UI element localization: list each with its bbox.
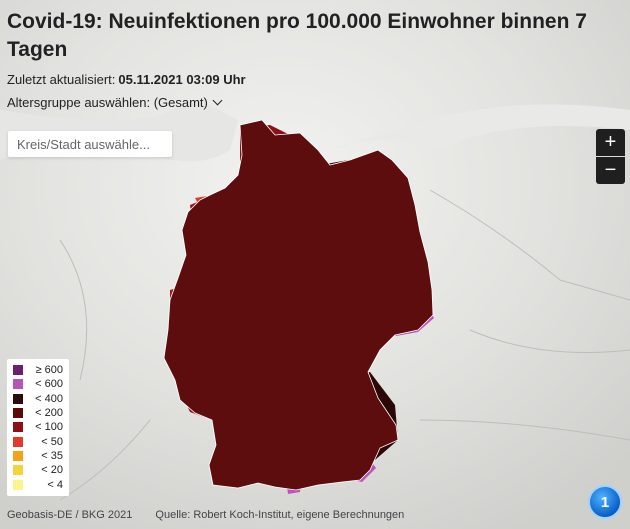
border-line xyxy=(429,189,630,301)
logo-text: 1 xyxy=(600,493,610,511)
legend-item: < 35 xyxy=(13,449,63,463)
legend-swatch xyxy=(13,422,23,433)
legend-label: < 4 xyxy=(47,478,63,491)
legend-label: < 600 xyxy=(35,378,63,391)
legend-swatch xyxy=(13,450,23,461)
updated-value: 05.11.2021 03:09 Uhr xyxy=(118,72,246,87)
legend-item: < 100 xyxy=(13,420,63,434)
tagesschau-logo-icon[interactable]: 1 xyxy=(588,485,622,519)
legend-swatch xyxy=(13,393,23,404)
border-line xyxy=(469,329,630,353)
age-group-select[interactable]: Altersgruppe auswählen: (Gesamt) xyxy=(7,95,223,110)
legend-item: < 600 xyxy=(13,377,63,391)
germany-map xyxy=(163,119,434,494)
legend-label: < 100 xyxy=(35,421,63,434)
page-title: Covid-19: Neuinfektionen pro 100.000 Ein… xyxy=(7,10,587,61)
geo-source: Geobasis-DE / BKG 2021 xyxy=(7,509,133,521)
legend-label: < 200 xyxy=(35,407,63,420)
legend-item: < 4 xyxy=(13,477,63,491)
updated-label: Zuletzt aktualisiert: xyxy=(7,72,116,87)
age-group-label: Altersgruppe auswählen: (Gesamt) xyxy=(7,95,208,110)
legend-label: ≥ 600 xyxy=(35,364,63,377)
chevron-down-icon xyxy=(212,95,223,106)
baltic-sea xyxy=(330,104,630,150)
district-search-input[interactable] xyxy=(8,131,172,157)
map-legend: ≥ 600 < 600 < 400 < 200 < 100 < 50 < 35 < 20 < 4 xyxy=(7,359,69,496)
header: Covid-19: Neuinfektionen pro 100.000 Ein… xyxy=(7,8,617,112)
legend-item: ≥ 600 xyxy=(13,363,63,377)
legend-item: < 200 xyxy=(13,406,63,420)
legend-label: < 20 xyxy=(41,464,63,477)
north-sea xyxy=(0,100,238,162)
zoom-out-button[interactable]: − xyxy=(596,157,625,184)
legend-item: < 20 xyxy=(13,463,63,477)
border-line xyxy=(419,419,630,441)
border-line xyxy=(59,239,88,381)
legend-label: < 50 xyxy=(41,435,63,448)
border-line xyxy=(59,419,151,501)
legend-label: < 35 xyxy=(41,449,63,462)
footer: Geobasis-DE / BKG 2021 Quelle: Robert Ko… xyxy=(7,509,404,521)
last-updated: Zuletzt aktualisiert: 05.11.2021 03:09 Uh… xyxy=(7,72,617,87)
legend-swatch xyxy=(13,379,23,390)
data-source: Quelle: Robert Koch-Institut, eigene Ber… xyxy=(155,509,405,521)
legend-item: < 400 xyxy=(13,392,63,406)
zoom-in-button[interactable]: + xyxy=(596,129,625,156)
legend-item: < 50 xyxy=(13,434,63,448)
zoom-controls: + − xyxy=(596,129,625,184)
legend-swatch xyxy=(13,436,23,447)
legend-swatch xyxy=(13,479,23,490)
legend-swatch xyxy=(13,408,23,419)
legend-label: < 400 xyxy=(35,392,63,405)
legend-swatch xyxy=(13,465,23,476)
legend-swatch xyxy=(13,365,23,376)
